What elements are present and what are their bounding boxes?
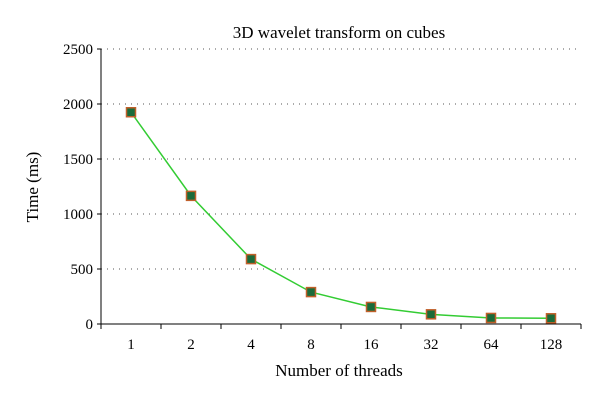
x-tick-label: 64: [484, 337, 500, 353]
x-tick-label: 128: [540, 337, 563, 353]
grid-lines: [101, 48, 581, 270]
data-point-4: [245, 253, 257, 265]
y-axis-label: Time (ms): [23, 152, 42, 223]
x-tick-labels: 1 2 4 8 16 32 64 128: [127, 337, 562, 353]
y-tick-label: 500: [71, 262, 94, 278]
data-point-16: [365, 301, 377, 313]
x-tick-label: 16: [364, 337, 380, 353]
y-tick-label: 2500: [63, 42, 93, 58]
data-series: [125, 107, 557, 324]
data-point-32: [425, 309, 437, 320]
y-tick-label: 1000: [63, 207, 93, 223]
x-tick-label: 8: [307, 337, 315, 353]
series-line: [130, 111, 552, 320]
x-axis-label: Number of threads: [275, 361, 402, 380]
data-point-1: [125, 107, 137, 118]
y-tick-label: 1500: [63, 152, 93, 168]
x-tick-label: 4: [247, 337, 255, 353]
data-point-8: [305, 286, 317, 298]
data-point-64: [485, 312, 497, 324]
data-point-2: [185, 190, 197, 202]
axes: [97, 48, 582, 329]
chart-title: 3D wavelet transform on cubes: [233, 23, 445, 42]
x-tick-label: 1: [127, 337, 135, 353]
data-point-128: [545, 313, 557, 324]
y-tick-label: 2000: [63, 97, 93, 113]
x-tick-label: 32: [424, 337, 439, 353]
y-tick-labels: 0 500 1000 1500 2000 2500: [63, 42, 93, 333]
x-tick-label: 2: [187, 337, 195, 353]
y-tick-label: 0: [86, 317, 94, 333]
